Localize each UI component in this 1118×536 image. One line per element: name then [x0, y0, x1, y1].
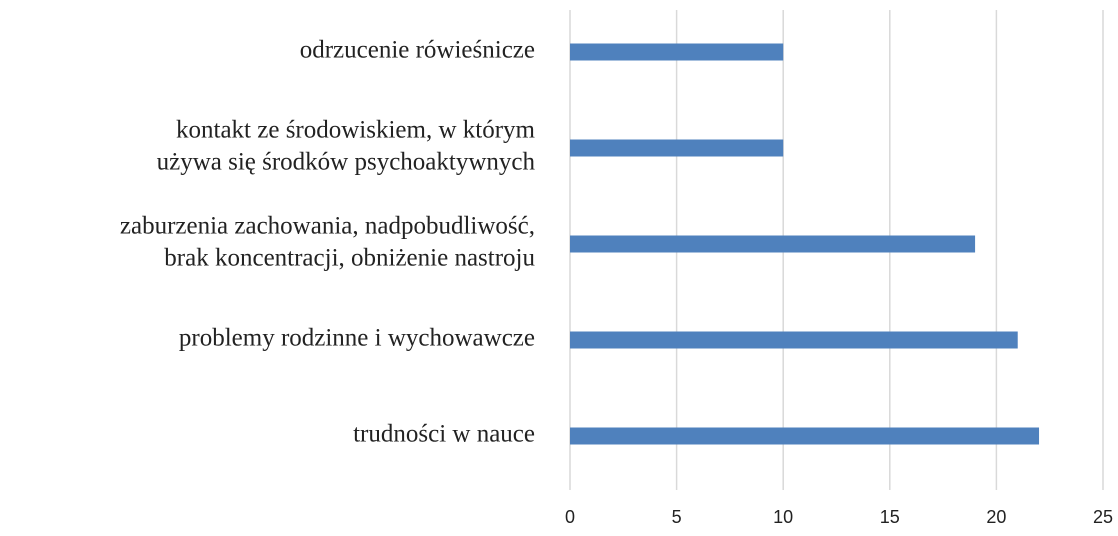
y-tick-label: problemy rodzinne i wychowawcze — [179, 325, 535, 352]
y-tick-label: brak koncentracji, obniżenie nastroju — [164, 245, 535, 272]
y-tick-label: używa się środków psychoaktywnych — [157, 149, 536, 176]
bar — [570, 235, 976, 253]
y-tick-label: zaburzenia zachowania, nadpobudliwość, — [120, 213, 535, 240]
x-tick-label: 20 — [986, 507, 1006, 527]
bar — [570, 427, 1040, 445]
x-tick-label: 0 — [565, 507, 575, 527]
bar — [570, 331, 1018, 349]
bar — [570, 43, 784, 61]
y-tick-label: odrzucenie rówieśnicze — [300, 37, 535, 64]
x-tick-label: 25 — [1093, 507, 1113, 527]
y-tick-label: kontakt ze środowiskiem, w którym — [176, 117, 536, 144]
x-tick-label: 10 — [773, 507, 793, 527]
x-tick-label: 15 — [880, 507, 900, 527]
x-tick-label: 5 — [672, 507, 682, 527]
y-tick-label: trudności w nauce — [353, 421, 535, 448]
bar — [570, 139, 784, 157]
